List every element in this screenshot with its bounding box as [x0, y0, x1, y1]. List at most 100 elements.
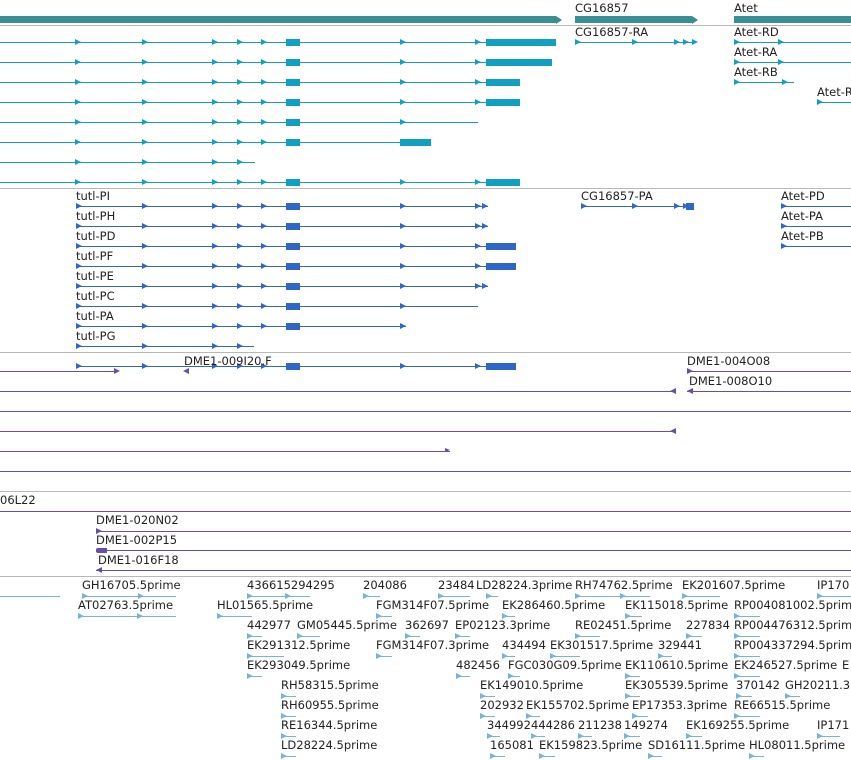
est-line[interactable]	[682, 596, 720, 597]
transcript-exon[interactable]	[486, 99, 520, 106]
est-line[interactable]	[247, 596, 310, 597]
est-line[interactable]	[502, 616, 515, 617]
est-line[interactable]	[734, 716, 760, 717]
est-line[interactable]	[686, 636, 702, 637]
est-line[interactable]	[817, 736, 840, 737]
protein-exon[interactable]	[486, 243, 516, 250]
protein-exon[interactable]	[686, 203, 694, 210]
est-line[interactable]	[376, 616, 392, 617]
est-line[interactable]	[575, 596, 650, 597]
est-line[interactable]	[78, 616, 176, 617]
protein-exon[interactable]	[286, 203, 300, 210]
clone-line[interactable]	[0, 511, 851, 512]
protein-exon[interactable]	[486, 363, 516, 370]
est-line[interactable]	[247, 656, 284, 657]
est-line[interactable]	[539, 756, 555, 757]
transcript-exon[interactable]	[286, 119, 300, 126]
est-line[interactable]	[490, 756, 505, 757]
transcript-exon[interactable]	[286, 179, 300, 186]
est-line[interactable]	[531, 736, 545, 737]
est-line[interactable]	[281, 756, 296, 757]
exon-arrow-icon	[237, 283, 243, 289]
clone-line[interactable]	[0, 451, 450, 452]
est-line[interactable]	[625, 676, 640, 677]
est-line[interactable]	[0, 596, 60, 597]
protein-exon[interactable]	[286, 263, 300, 270]
est-line[interactable]	[247, 676, 262, 677]
est-line[interactable]	[817, 596, 851, 597]
transcript-exon[interactable]	[486, 179, 520, 186]
est-line[interactable]	[734, 656, 760, 657]
transcript-exon[interactable]	[286, 139, 300, 146]
transcript-exon[interactable]	[286, 59, 300, 66]
est-line[interactable]	[82, 596, 176, 597]
est-line[interactable]	[686, 736, 702, 737]
est-line[interactable]	[625, 696, 640, 697]
est-line[interactable]	[648, 756, 662, 757]
clone-line[interactable]	[0, 391, 676, 392]
est-line[interactable]	[487, 736, 500, 737]
exon-arrow-icon	[782, 79, 788, 85]
est-line[interactable]	[785, 696, 800, 697]
est-line[interactable]	[297, 636, 320, 637]
est-line[interactable]	[736, 696, 752, 697]
clone-line[interactable]	[0, 411, 851, 412]
est-line[interactable]	[550, 656, 580, 657]
clone-line[interactable]	[96, 550, 851, 551]
est-line[interactable]	[363, 596, 380, 597]
est-line[interactable]	[376, 656, 392, 657]
est-line[interactable]	[405, 636, 420, 637]
protein-exon[interactable]	[286, 303, 300, 310]
gene-feature[interactable]	[734, 16, 851, 23]
protein-exon[interactable]	[286, 363, 300, 370]
est-line[interactable]	[217, 616, 252, 617]
est-line[interactable]	[480, 716, 495, 717]
est-line[interactable]	[632, 716, 648, 717]
est-line[interactable]	[749, 756, 764, 757]
est-line[interactable]	[281, 696, 296, 697]
est-line[interactable]	[734, 616, 760, 617]
clone-line[interactable]	[0, 471, 851, 472]
transcript-exon[interactable]	[486, 79, 520, 86]
transcript-exon[interactable]	[286, 79, 300, 86]
transcript-exon[interactable]	[286, 99, 300, 106]
clone-line[interactable]	[0, 431, 676, 432]
gene-feature[interactable]	[0, 16, 556, 23]
est-line[interactable]	[658, 656, 672, 657]
clone-line[interactable]	[96, 570, 851, 571]
est-line[interactable]	[281, 736, 296, 737]
exon-arrow-icon	[76, 323, 82, 329]
est-line[interactable]	[486, 596, 498, 597]
est-line[interactable]	[526, 716, 540, 717]
clone-line[interactable]	[687, 391, 851, 392]
protein-exon[interactable]	[286, 283, 300, 290]
transcript-exon[interactable]	[486, 59, 552, 66]
protein-exon[interactable]	[286, 243, 300, 250]
est-line[interactable]	[456, 676, 470, 677]
est-line[interactable]	[502, 656, 515, 657]
est-line[interactable]	[480, 696, 495, 697]
est-line[interactable]	[734, 636, 760, 637]
transcript-exon[interactable]	[286, 39, 300, 46]
est-line[interactable]	[281, 716, 296, 717]
protein-exon[interactable]	[286, 223, 300, 230]
transcript-exon[interactable]	[486, 39, 556, 46]
est-line[interactable]	[734, 676, 760, 677]
est-line[interactable]	[455, 636, 470, 637]
est-line[interactable]	[578, 736, 592, 737]
clone-line[interactable]	[687, 371, 851, 372]
protein-exon[interactable]	[286, 323, 300, 330]
est-line[interactable]	[624, 736, 640, 737]
est-line[interactable]	[575, 636, 600, 637]
est-line[interactable]	[508, 676, 520, 677]
gene-feature[interactable]	[575, 16, 692, 23]
protein-exon[interactable]	[486, 263, 516, 270]
clone-label: DME1-008O10	[689, 374, 773, 388]
est-line[interactable]	[247, 636, 262, 637]
clone-line[interactable]	[96, 531, 851, 532]
est-line[interactable]	[438, 596, 470, 597]
protein-label: tutl-PF	[76, 249, 114, 263]
transcript-exon[interactable]	[400, 139, 431, 146]
clone-line[interactable]	[0, 371, 118, 372]
est-line[interactable]	[625, 616, 642, 617]
